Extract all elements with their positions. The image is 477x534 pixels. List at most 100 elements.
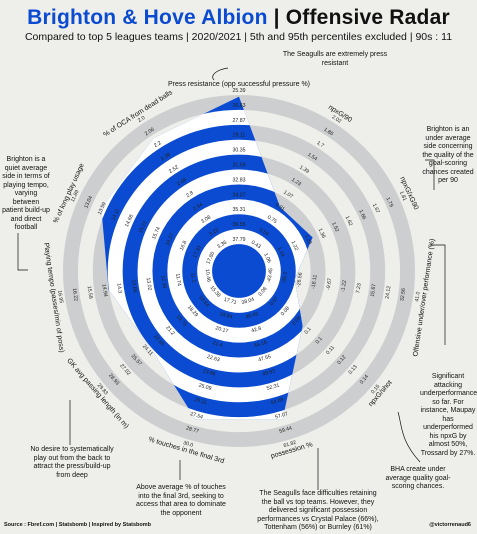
tick-label: 14.68 — [124, 214, 135, 228]
tick-label: 21.2 — [164, 325, 175, 337]
title-separator: | — [267, 6, 286, 29]
tick-label: 7.23 — [355, 283, 362, 294]
tick-label: 1.7 — [316, 140, 325, 149]
tick-label: 1.67 — [371, 203, 381, 215]
tick-label: 16.22 — [71, 288, 79, 302]
tick-label: 2.02 — [331, 114, 343, 125]
tick-label: 47.55 — [258, 354, 272, 363]
tick-label: 41.0 — [414, 291, 421, 302]
tick-label: 45.18 — [253, 340, 267, 349]
tick-label: 3.36 — [216, 240, 228, 251]
tick-label: 15.74 — [151, 226, 162, 240]
tick-label: 24.12 — [385, 285, 393, 299]
connector-long-play — [17, 233, 28, 271]
tick-label: 17.33 — [192, 245, 203, 259]
tick-label: 1.39 — [298, 164, 310, 175]
title-rest: Offensive Radar — [285, 6, 450, 29]
tick-label: 12.38 — [159, 275, 167, 289]
team-core — [213, 245, 265, 297]
tick-label: 14.11 — [110, 208, 121, 222]
tick-label: 2.38 — [160, 152, 172, 163]
tick-label: 3.08 — [200, 215, 212, 226]
tick-label: 23.86 — [202, 368, 216, 377]
tick-label: 2.66 — [176, 177, 188, 188]
annotation-connectors — [17, 67, 446, 490]
tick-label: 13.02 — [145, 277, 153, 291]
tick-label: 16.27 — [165, 232, 176, 246]
annotation-possession: The Seagulls face difficulties retaining… — [257, 490, 379, 531]
connector-chance-quality — [397, 411, 421, 463]
team-name: Brighton & Hove Albion — [27, 6, 268, 29]
tick-label: 32.56 — [399, 288, 407, 302]
tick-label: 29.11 — [233, 133, 246, 139]
tick-label: 13.66 — [130, 279, 138, 293]
connector-press — [212, 67, 229, 81]
tick-label: 0.09 — [291, 315, 302, 327]
tick-label: 18.94 — [219, 311, 233, 320]
tick-label: 10.46 — [204, 269, 212, 283]
tick-label: 2.8 — [185, 190, 194, 199]
annotation-npxg: Brighton is an under average side concer… — [422, 126, 474, 184]
tick-label: 14.3 — [115, 283, 122, 294]
tick-label: 11.89 — [70, 189, 81, 203]
tick-label: 32.83 — [233, 177, 246, 183]
tick-label: 1.36 — [317, 228, 327, 240]
tick-label: 13.59 — [97, 201, 108, 215]
tick-label: 0.1 — [303, 326, 312, 335]
tick-label: 2.2 — [153, 140, 162, 149]
tick-label: 1.06 — [262, 252, 272, 264]
connector-npxg — [425, 159, 435, 190]
tick-label: 0.59 — [258, 227, 270, 238]
tick-label: 2.0 — [137, 115, 146, 124]
annotation-final-third: Above average % of touches into the fina… — [136, 484, 226, 517]
tick-label: 0.08 — [280, 305, 291, 317]
tick-label: 25.39 — [233, 88, 246, 94]
annotation-chance-quality: BHA create under average quality goal-sc… — [385, 466, 451, 490]
tick-label: 11.1 — [189, 272, 196, 283]
tick-label: 1.86 — [322, 127, 334, 138]
tick-label: 3.22 — [208, 227, 220, 238]
tick-label: 15.21 — [138, 220, 149, 234]
tick-label: 27.54 — [189, 411, 203, 420]
tick-label: 1.66 — [357, 209, 367, 221]
tick-label: 36.55 — [233, 222, 246, 228]
tick-label: 0.15 — [370, 384, 381, 396]
annotation-press: The Seagulls are extremely press resista… — [282, 51, 388, 67]
tick-label: 0.43 — [250, 240, 262, 251]
tick-label: -1.22 — [340, 280, 348, 293]
tick-label: 1.62 — [344, 215, 354, 227]
tick-label: 1.07 — [282, 189, 294, 200]
tick-label: 31.59 — [233, 162, 246, 168]
tick-label: 54.69 — [270, 397, 284, 406]
tick-label: 15.58 — [86, 286, 94, 300]
annotation-long-play: Brighton is a quiet average side in term… — [2, 156, 50, 231]
tick-label: 14.94 — [100, 283, 108, 297]
tick-label: 40.42 — [245, 311, 259, 320]
tick-label: 52.31 — [266, 383, 280, 392]
tick-label: 0.07 — [269, 296, 280, 308]
tick-label: 59.44 — [279, 425, 293, 434]
tick-label: 17.86 — [205, 251, 216, 265]
footer-handle: @victorrenaud6 — [429, 522, 471, 528]
tick-label: 42.8 — [251, 326, 262, 335]
tick-label: 61.82 — [283, 440, 297, 449]
tick-label: 0.75 — [266, 215, 278, 226]
annotation-passing-length: No desire to systematically play out fro… — [30, 446, 114, 479]
tick-label: 1.81 — [398, 190, 408, 202]
tick-label: 2.52 — [168, 164, 180, 175]
tick-label: 1.22 — [290, 240, 300, 252]
tick-label: 2.94 — [192, 202, 204, 213]
tick-label: 2.06 — [144, 127, 156, 138]
tick-label: 17.71 — [223, 297, 237, 306]
tick-label: 1.54 — [306, 152, 318, 163]
tick-label: 16.95 — [56, 290, 64, 304]
tick-label: 26.63 — [233, 103, 246, 109]
tick-label: 1.52 — [330, 221, 340, 233]
tick-label: 37.79 — [233, 237, 246, 243]
tick-label: 0.14 — [359, 374, 370, 386]
tick-label: 0.91 — [274, 202, 286, 213]
tick-label: 0.06 — [257, 286, 268, 298]
tick-label: 30.35 — [233, 148, 246, 154]
tick-label: 1.79 — [384, 197, 394, 209]
footer-source: Source : Fbref.com | Statsbomb | Inspire… — [4, 522, 152, 528]
